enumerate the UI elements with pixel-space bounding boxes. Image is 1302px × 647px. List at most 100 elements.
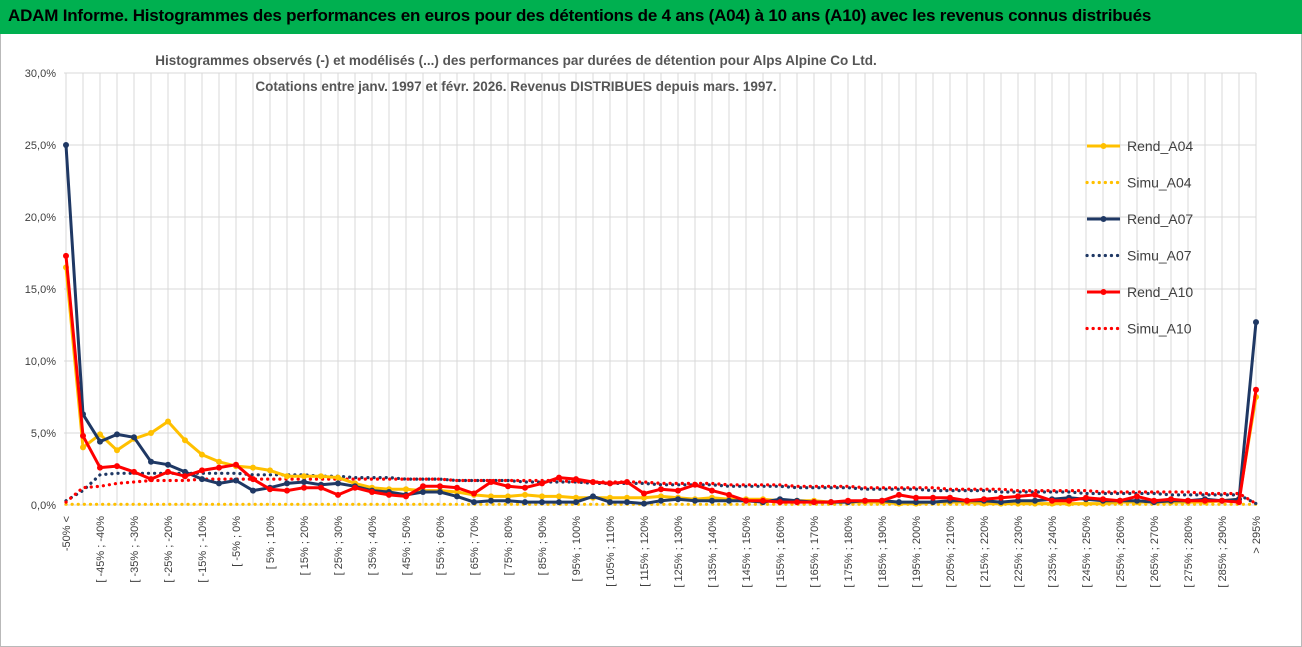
data-point: [1185, 497, 1191, 504]
data-point: [301, 473, 307, 480]
x-tick-label: [ 45% ; 50%: [401, 516, 413, 576]
data-point: [165, 468, 171, 475]
grid-lines: [64, 72, 1257, 506]
data-point: [216, 464, 222, 471]
data-point: [471, 490, 477, 497]
data-point: [624, 479, 630, 485]
data-point: [267, 486, 273, 493]
data-point: [216, 480, 222, 487]
data-point: [131, 434, 137, 441]
data-point: [182, 473, 188, 480]
data-point: [522, 484, 528, 491]
data-point: [335, 491, 341, 498]
legend-label: Simu_A07: [1127, 248, 1192, 264]
data-point: [454, 493, 460, 500]
data-point: [284, 487, 290, 494]
series-line: [64, 471, 1258, 506]
legend-entry-Rend_A07: Rend_A07: [1087, 211, 1193, 227]
data-point: [250, 464, 256, 471]
data-point: [199, 467, 205, 474]
x-tick-label: [ -45% ; -40%: [95, 516, 107, 583]
x-tick-label: [ 245% ; 250%: [1081, 516, 1093, 588]
data-point: [522, 499, 528, 506]
data-point: [233, 461, 239, 468]
data-point: [624, 499, 630, 506]
data-point: [420, 489, 426, 495]
x-tick-label: [ 185% ; 190%: [877, 516, 889, 588]
data-point: [539, 493, 545, 500]
x-tick-label: [ 265% ; 270%: [1149, 516, 1161, 588]
data-point: [896, 491, 902, 498]
legend-label: Simu_A10: [1127, 321, 1192, 337]
x-tick-label: [ -25% ; -20%: [163, 516, 175, 583]
data-point: [743, 497, 749, 504]
x-tick-label: [ 115% ; 120%: [639, 516, 651, 587]
data-point: [964, 497, 970, 504]
legend-entry-Rend_A04: Rend_A04: [1087, 138, 1193, 154]
x-tick-label: [ 75% ; 80%: [503, 516, 515, 576]
data-point: [420, 483, 426, 490]
data-point: [590, 479, 596, 485]
x-tick-label: [ 25% ; 30%: [333, 516, 345, 576]
data-point: [641, 494, 647, 501]
report-title: ADAM Informe. Histogrammes des performan…: [8, 6, 1152, 25]
chart-title-line-2: Cotations entre janv. 1997 et févr. 2026…: [255, 79, 776, 94]
x-tick-label: [ 55% ; 60%: [435, 516, 447, 576]
data-point: [114, 431, 120, 438]
legend-marker: [1100, 216, 1107, 222]
data-point: [1151, 497, 1157, 504]
data-point: [97, 464, 103, 471]
data-point: [80, 432, 86, 439]
data-point: [913, 499, 919, 506]
data-point: [199, 451, 205, 458]
data-point: [454, 489, 460, 495]
data-point: [335, 480, 341, 487]
x-tick-label: [ 235% ; 240%: [1047, 516, 1059, 588]
y-tick-label: 30,0%: [25, 68, 56, 80]
data-point: [471, 499, 477, 506]
data-point: [811, 499, 817, 506]
legend-marker: [1100, 143, 1107, 149]
data-point: [879, 497, 885, 504]
x-axis-ticks: -50% < [ -45% ; -40% [ -35% ; -30% [ -25% ;…: [61, 516, 1263, 588]
x-tick-label: [ -35% ; -30%: [129, 516, 141, 583]
data-point: [692, 481, 698, 488]
x-tick-label: [ 215% ; 220%: [979, 516, 991, 588]
data-point: [947, 494, 953, 501]
data-point: [165, 461, 171, 468]
data-point: [573, 494, 579, 501]
data-point: [233, 477, 239, 484]
data-point: [114, 447, 120, 454]
y-tick-label: 20,0%: [25, 212, 56, 224]
data-point: [301, 484, 307, 491]
legend: Rend_A04 Simu_A04 Rend_A07 Simu_A07 Rend_A10…: [1085, 138, 1193, 337]
y-tick-label: 0,0%: [31, 500, 56, 512]
x-tick-label: [ 285% ; 290%: [1217, 516, 1229, 588]
data-point: [692, 497, 698, 504]
data-point: [709, 487, 715, 494]
chart-title-line-1: Histogrammes observés (-) et modélisés (…: [155, 53, 876, 68]
data-point: [165, 418, 171, 425]
data-point: [148, 476, 154, 483]
x-tick-label: > 295%: [1251, 516, 1263, 554]
data-point: [726, 491, 732, 498]
data-point: [488, 479, 494, 485]
data-point: [675, 496, 681, 503]
legend-entry-Simu_A04: Simu_A04: [1085, 175, 1192, 191]
data-point: [488, 497, 494, 504]
data-point: [80, 444, 86, 451]
data-point: [1168, 496, 1174, 503]
x-tick-label: [ 165% ; 170%: [809, 516, 821, 588]
x-tick-label: [ 85% ; 90%: [537, 516, 549, 576]
data-point: [760, 497, 766, 504]
data-point: [182, 437, 188, 444]
x-tick-label: [ 255% ; 260%: [1115, 516, 1127, 588]
data-point: [1032, 497, 1038, 504]
data-point: [1083, 500, 1089, 507]
data-point: [216, 458, 222, 465]
data-point: [369, 489, 375, 495]
data-point: [607, 499, 613, 506]
x-tick-label: [ 135% ; 140%: [707, 516, 719, 588]
